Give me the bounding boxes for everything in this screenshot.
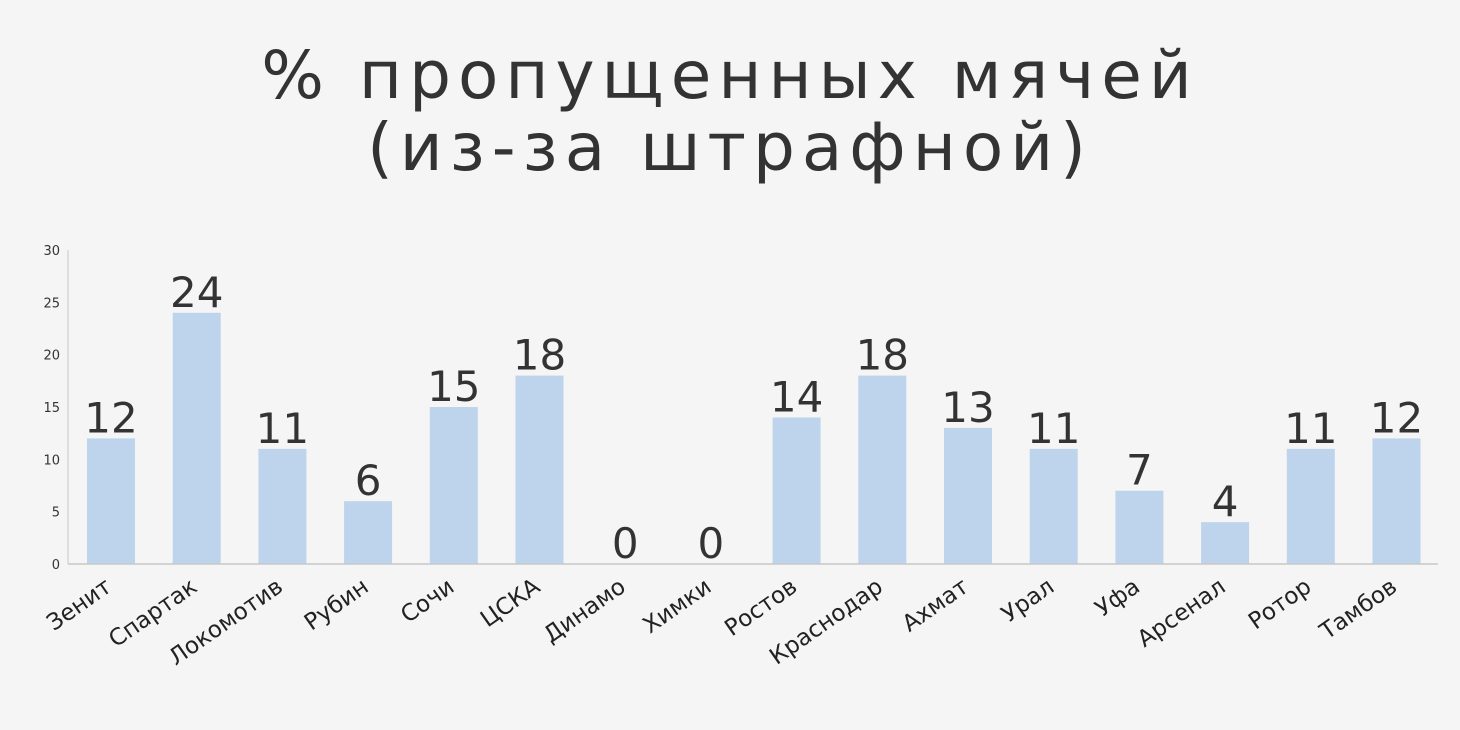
- category-label: Урал: [997, 574, 1059, 628]
- data-label: 0: [698, 519, 725, 568]
- data-label: 14: [770, 372, 823, 421]
- category-label: Рубин: [300, 574, 374, 636]
- y-tick-label: 10: [43, 453, 60, 468]
- data-label: 12: [1370, 393, 1423, 442]
- category-label: Динамо: [539, 574, 630, 649]
- y-axis: 0 5 10 15 20 25 30: [43, 244, 69, 573]
- bar: [172, 312, 221, 564]
- data-labels: 12 24 11 6 15 18 0 0 14 18 13 11 7 4 11 12: [84, 268, 1423, 568]
- bar: [858, 375, 907, 564]
- y-tick-label: 25: [43, 296, 60, 311]
- data-label: 11: [1027, 404, 1080, 453]
- category-label: Химки: [638, 574, 716, 639]
- y-tick-label: 15: [43, 401, 60, 416]
- data-label: 24: [170, 268, 223, 317]
- y-tick-label: 0: [52, 558, 60, 573]
- bar: [1372, 438, 1421, 564]
- data-label: 18: [856, 331, 909, 380]
- data-label: 4: [1212, 477, 1239, 526]
- bar: [258, 448, 307, 564]
- category-label: ЦСКА: [476, 573, 545, 632]
- data-label: 15: [427, 362, 480, 411]
- bar: [1201, 522, 1250, 564]
- category-label: Тамбов: [1315, 574, 1402, 646]
- data-label: 12: [84, 393, 137, 442]
- bar: [1286, 448, 1335, 564]
- bar: [772, 417, 821, 564]
- data-label: 0: [612, 519, 639, 568]
- category-label: Ахмат: [898, 574, 974, 638]
- data-label: 7: [1126, 446, 1153, 495]
- y-tick-label: 30: [43, 244, 60, 259]
- data-label: 6: [355, 456, 382, 505]
- bar: [515, 375, 564, 564]
- data-label: 18: [513, 331, 566, 380]
- category-label: Ротор: [1244, 574, 1316, 635]
- data-label: 13: [941, 383, 994, 432]
- data-label: 11: [1284, 404, 1337, 453]
- bar: [429, 407, 478, 564]
- category-label: Уфа: [1091, 574, 1145, 623]
- category-label: Зенит: [42, 574, 116, 637]
- y-tick-label: 20: [43, 349, 60, 364]
- category-label: Сочи: [396, 574, 459, 629]
- bars: [87, 312, 1421, 564]
- y-tick-label: 5: [52, 506, 60, 521]
- chart-title: % пропущенных мячей (из-за штрафной): [0, 40, 1460, 184]
- bar: [344, 501, 393, 564]
- chart-title-line-1: % пропущенных мячей: [261, 37, 1199, 114]
- bar: [1029, 448, 1078, 564]
- bar: [87, 438, 135, 564]
- bar: [944, 427, 992, 564]
- bar: [1115, 490, 1164, 564]
- category-label: Арсенал: [1133, 574, 1231, 653]
- data-label: 11: [256, 404, 309, 453]
- chart-title-line-2: (из-за штрафной): [367, 109, 1093, 186]
